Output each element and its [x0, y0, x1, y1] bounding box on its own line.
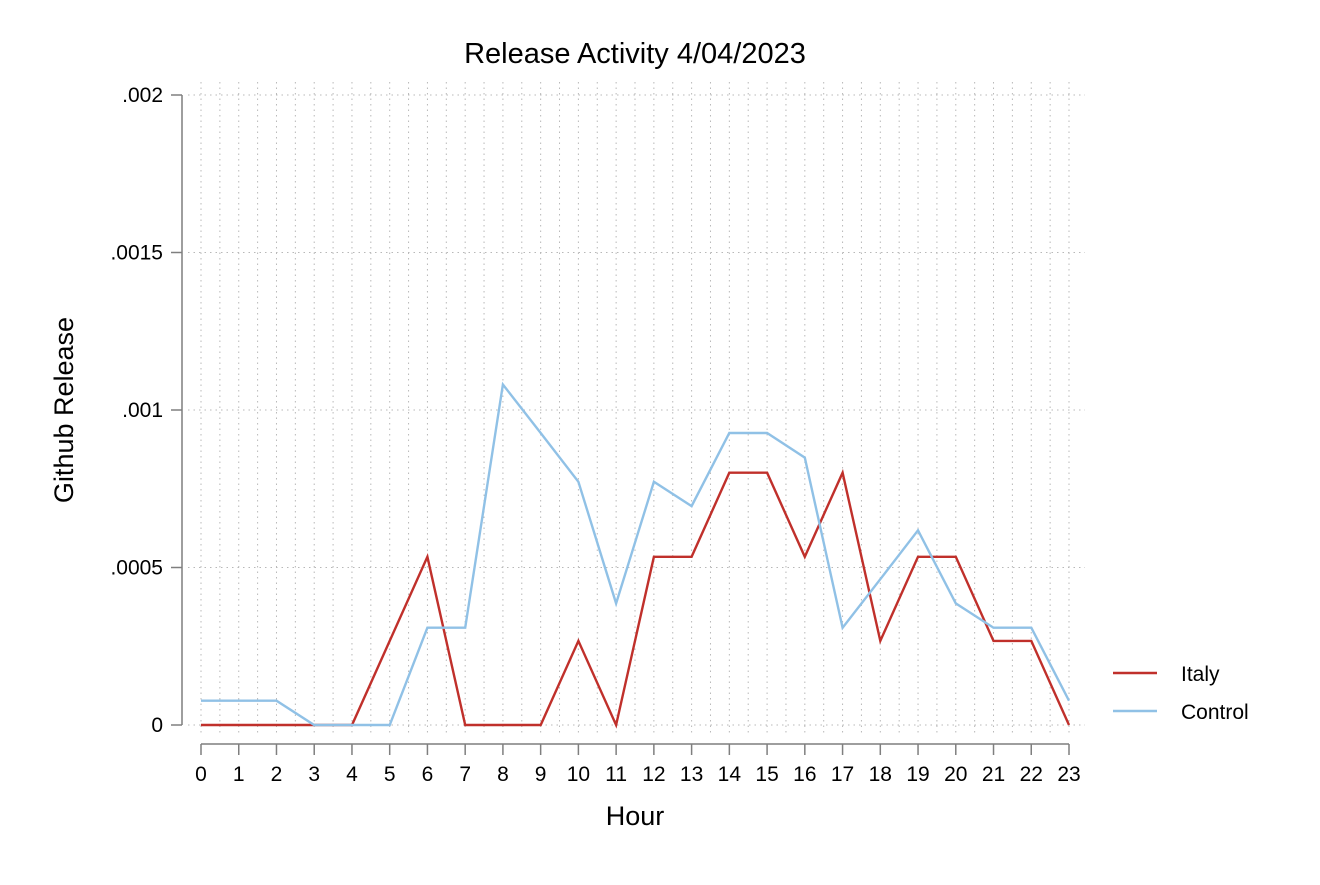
y-tick-label: 0 [151, 714, 163, 737]
x-tick-label: 15 [755, 763, 778, 786]
x-tick-label: 11 [605, 763, 627, 786]
x-tick-label: 6 [422, 763, 434, 786]
x-tick-label: 18 [869, 763, 892, 786]
x-tick-label: 16 [793, 763, 816, 786]
x-tick-label: 5 [384, 763, 396, 786]
x-tick-label: 10 [567, 763, 590, 786]
x-tick-label: 14 [718, 763, 742, 786]
x-tick-label: 9 [535, 763, 547, 786]
x-tick-label: 13 [680, 763, 703, 786]
x-axis-title: Hour [606, 801, 665, 831]
y-tick-label: .001 [122, 399, 163, 422]
legend-label-italy: Italy [1181, 663, 1220, 686]
y-tick-label: .002 [122, 84, 163, 107]
x-tick-label: 0 [195, 763, 207, 786]
legend-label-control: Control [1181, 701, 1249, 724]
x-tick-label: 4 [346, 763, 358, 786]
x-tick-label: 22 [1020, 763, 1043, 786]
chart-title: Release Activity 4/04/2023 [464, 38, 806, 70]
y-tick-label: .0005 [110, 557, 163, 580]
x-tick-label: 1 [233, 763, 245, 786]
y-axis-title: Github Release [49, 317, 79, 503]
x-tick-label: 20 [944, 763, 967, 786]
x-tick-label: 19 [906, 763, 929, 786]
x-tick-label: 3 [308, 763, 320, 786]
x-tick-label: 21 [982, 763, 1005, 786]
series-lines [201, 381, 1071, 729]
series-line-control [201, 381, 1071, 727]
x-tick-label: 17 [831, 763, 854, 786]
grid [188, 82, 1085, 736]
x-tick-label: 7 [459, 763, 471, 786]
x-tick-label: 2 [271, 763, 283, 786]
legend: Italy Control [1113, 663, 1249, 724]
y-tick-label: .0015 [110, 242, 163, 265]
x-tick-label: 23 [1057, 763, 1080, 786]
x-tick-label: 12 [642, 763, 665, 786]
x-tick-label: 8 [497, 763, 509, 786]
